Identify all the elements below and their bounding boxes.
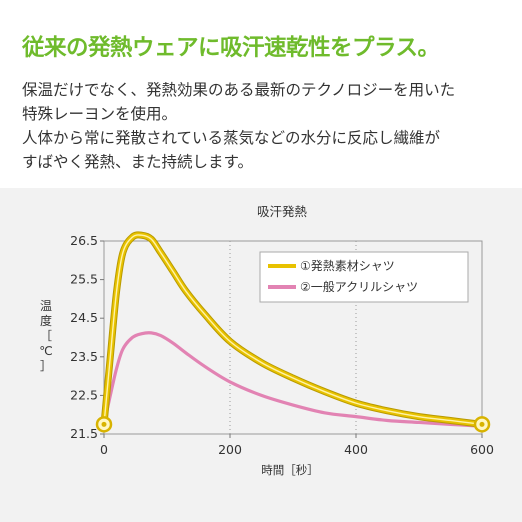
legend-label-series-2: ②一般アクリルシャツ — [300, 279, 418, 294]
legend: ①発熱素材シャツ ②一般アクリルシャツ — [259, 251, 469, 303]
description-line-1: 保温だけでなく、発熱効果のある最新のテクノロジーを用いた — [22, 81, 456, 99]
legend-box — [259, 251, 469, 303]
y-tick-label-2: 23.5 — [70, 349, 98, 364]
series-group — [100, 231, 486, 428]
y-tick-label-1: 22.5 — [70, 387, 98, 402]
x-tick-label-0: 0 — [100, 442, 108, 457]
series-2-line — [102, 331, 484, 428]
x-tick-label-1: 200 — [218, 442, 242, 457]
y-tick-label-0: 21.5 — [70, 426, 98, 441]
endpoint-marker-dot-end — [479, 421, 485, 427]
description: 保温だけでなく、発熱効果のある最新のテクノロジーを用いた 特殊レーヨンを使用。 … — [22, 78, 512, 174]
y-tick-label-4: 25.5 — [70, 272, 98, 287]
y-tick-label-3: 24.5 — [70, 310, 98, 325]
svg-text:温度［℃］: 温度［℃］ — [39, 299, 52, 373]
axis-ticks: 21.5 22.5 23.5 24.5 25.5 26.5 0 200 400 600 — [70, 233, 494, 457]
chart-svg: 吸汗発熱 温度［℃］ 21.5 22.5 23.5 24.5 25.5 26.5 0 200 4… — [39, 204, 494, 477]
headline: 従来の発熱ウェアに吸汗速乾性をプラス。 — [22, 35, 440, 61]
description-line-4: すばやく発熱、また持続します。 — [22, 153, 253, 171]
description-line-3: 人体から常に発散されている蒸気などの水分に反応し繊維が — [22, 129, 441, 147]
x-tick-label-3: 600 — [470, 442, 494, 457]
chart-title: 吸汗発熱 — [257, 204, 308, 219]
description-line-2: 特殊レーヨンを使用。 — [22, 105, 178, 123]
series-1-line-highlight — [103, 234, 483, 426]
x-tick-label-2: 400 — [344, 442, 368, 457]
endpoint-markers — [95, 416, 491, 433]
legend-label-series-1: ①発熱素材シャツ — [300, 259, 395, 273]
y-tick-label-5: 26.5 — [70, 233, 98, 248]
endpoint-marker-dot-start — [101, 421, 107, 427]
y-axis-label: 温度［℃］ — [39, 299, 52, 373]
chart-panel: 吸汗発熱 温度［℃］ 21.5 22.5 23.5 24.5 25.5 26.5 0 200 4… — [0, 188, 522, 522]
x-axis-label: 時間［秒］ — [261, 463, 319, 477]
